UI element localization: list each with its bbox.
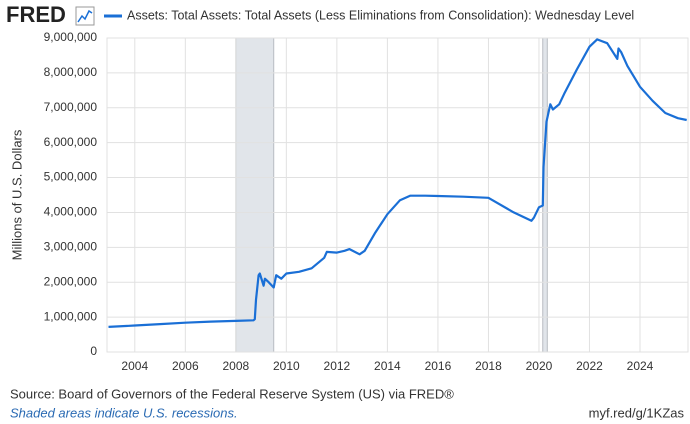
y-tick-label: 0: [90, 344, 97, 358]
y-tick-label: 2,000,000: [44, 274, 98, 288]
x-tick-label: 2024: [627, 359, 654, 373]
short-link[interactable]: myf.red/g/1KZas: [589, 405, 685, 420]
y-tick-label: 7,000,000: [44, 100, 98, 114]
x-tick-label: 2020: [526, 359, 553, 373]
x-tick-label: 2004: [121, 359, 148, 373]
x-tick-label: 2018: [475, 359, 502, 373]
x-tick-label: 2022: [576, 359, 603, 373]
y-axis-title: Millions of U.S. Dollars: [9, 129, 24, 260]
y-tick-label: 9,000,000: [44, 30, 98, 44]
x-tick-label: 2006: [172, 359, 199, 373]
y-tick-label: 5,000,000: [44, 170, 98, 184]
source: Source: Board of Governors of the Federa…: [10, 386, 454, 401]
brand-logo: FRED: [6, 2, 66, 27]
x-tick-label: 2012: [324, 359, 351, 373]
plot-frame: [106, 37, 689, 353]
legend-label: Assets: Total Assets: Total Assets (Less…: [127, 8, 634, 22]
y-tick-label: 6,000,000: [44, 135, 98, 149]
data-line: [108, 38, 687, 328]
y-tick-label: 4,000,000: [44, 205, 98, 219]
x-tick-label: 2008: [222, 359, 249, 373]
y-tick-label: 1,000,000: [44, 309, 98, 323]
y-tick-label: 8,000,000: [44, 65, 98, 79]
logo-icon: [75, 6, 95, 26]
x-tick-label: 2016: [425, 359, 452, 373]
recession-note: Shaded areas indicate U.S. recessions.: [10, 405, 238, 420]
y-tick-label: 3,000,000: [44, 240, 98, 254]
x-tick-label: 2014: [374, 359, 401, 373]
x-tick-label: 2010: [273, 359, 300, 373]
